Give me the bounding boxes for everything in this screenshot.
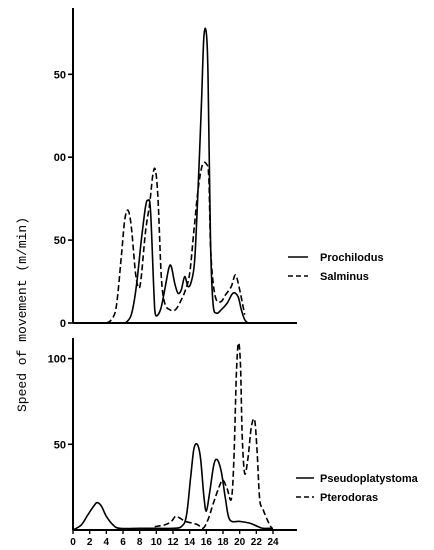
x-tick-label: 20 xyxy=(234,537,246,548)
y-axis-label: Speed of movement (m/min) xyxy=(15,217,30,412)
x-tick-label: 16 xyxy=(201,537,213,548)
x-tick-label: 22 xyxy=(251,537,263,548)
x-tick-label: 0 xyxy=(70,537,76,548)
bottom-y-tick-label: 100 xyxy=(48,354,66,366)
top-legend: Prochilodus Salminus xyxy=(288,252,384,283)
x-tick-label: 6 xyxy=(120,537,126,548)
series-line-prochilodus xyxy=(124,27,249,324)
series-line-salminus xyxy=(105,161,246,324)
x-tick-label: 12 xyxy=(167,537,179,548)
top-y-tick-label: 0 xyxy=(60,318,66,330)
x-tick-label: 2 xyxy=(87,537,93,548)
legend-label-prochilodus: Prochilodus xyxy=(320,252,384,264)
top-y-tick-label: 50 xyxy=(54,69,66,81)
top-panel: 0 50 00 50 xyxy=(54,8,297,330)
x-tick-label: 8 xyxy=(137,537,143,548)
bottom-legend: Pseudoplatystoma Pterodoras xyxy=(296,473,419,504)
legend-label-salminus: Salminus xyxy=(320,271,369,283)
legend-label-pseudoplatystoma: Pseudoplatystoma xyxy=(320,473,419,485)
x-tick-label: 4 xyxy=(104,537,110,548)
x-tick-label: 10 xyxy=(151,537,163,548)
legend-label-pterodoras: Pterodoras xyxy=(320,492,378,504)
top-y-tick-label: 00 xyxy=(54,152,66,164)
series-line-pseudoplatystoma xyxy=(72,442,274,531)
x-tick-label: 24 xyxy=(267,537,279,548)
x-tick-label: 18 xyxy=(217,537,229,548)
series-line-pterodoras xyxy=(154,342,274,531)
x-tick-label: 14 xyxy=(184,537,196,548)
bottom-y-tick-label: 50 xyxy=(54,439,66,451)
top-y-tick-label: 50 xyxy=(54,235,66,247)
